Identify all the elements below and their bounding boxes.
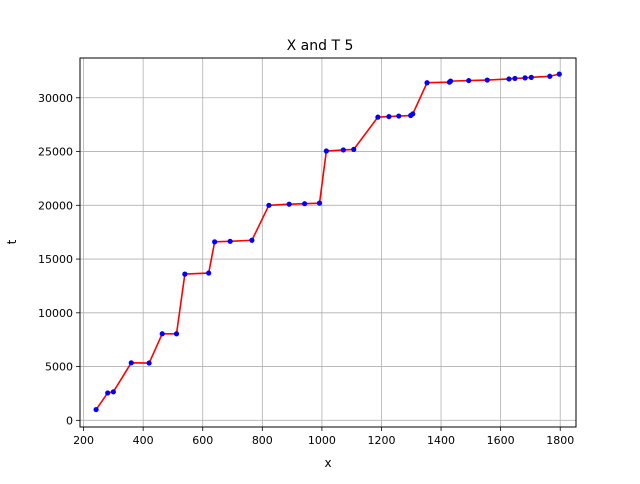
x-tick-label: 1400	[427, 434, 455, 447]
data-point	[506, 76, 512, 82]
data-point	[286, 201, 292, 207]
y-tick-label: 0	[66, 414, 73, 427]
data-point	[316, 200, 323, 206]
y-tick-label: 5000	[45, 361, 73, 374]
x-tick-label: 1600	[487, 434, 515, 447]
data-point	[173, 331, 180, 337]
series-line-layer	[95, 73, 560, 411]
data-point	[340, 147, 346, 153]
x-tick-label: 600	[192, 434, 213, 447]
x-tick-label: 800	[252, 434, 273, 447]
y-tick-label: 30000	[38, 92, 73, 105]
data-point	[206, 270, 212, 276]
x-tick-label: 1000	[308, 434, 336, 447]
axis-ticks: 200 400 600 800 1000 1200 1400 1600 1800 0 5000 100…	[38, 92, 574, 447]
y-tick-label: 25000	[38, 146, 73, 159]
grid-lines	[80, 58, 576, 427]
data-point	[110, 389, 116, 395]
data-point	[351, 146, 357, 152]
data-point	[424, 80, 430, 86]
data-point	[512, 75, 518, 82]
x-tick-label: 400	[133, 434, 154, 447]
x-axis-label: x	[324, 456, 331, 470]
data-point	[227, 238, 233, 244]
data-point	[466, 77, 472, 84]
data-point	[447, 78, 454, 84]
data-point	[182, 271, 188, 277]
data-point	[128, 360, 134, 366]
data-point	[547, 73, 553, 79]
data-point	[556, 71, 562, 77]
data-points	[93, 71, 562, 413]
data-point	[93, 406, 99, 413]
data-point	[522, 75, 528, 81]
data-point	[105, 390, 111, 396]
data-point	[266, 202, 272, 208]
data-point	[396, 113, 402, 119]
y-tick-label: 10000	[38, 307, 73, 320]
y-axis-label: t	[5, 239, 19, 244]
data-point	[386, 113, 392, 120]
y-tick-label: 20000	[38, 199, 73, 212]
plot-frame	[79, 57, 577, 428]
chart-title: X and T 5	[287, 38, 354, 54]
series-line	[95, 73, 560, 411]
data-point	[212, 239, 218, 245]
x-tick-label: 200	[73, 434, 94, 447]
data-point	[323, 148, 329, 154]
data-point	[484, 77, 490, 83]
x-tick-label: 1200	[367, 434, 395, 447]
data-point	[528, 74, 534, 80]
data-point	[249, 237, 255, 243]
data-point	[159, 331, 165, 337]
data-point	[302, 201, 308, 207]
data-point	[375, 114, 381, 120]
data-point	[146, 360, 152, 366]
data-point	[410, 111, 416, 117]
y-tick-label: 15000	[38, 253, 73, 266]
x-tick-label: 1800	[546, 434, 574, 447]
